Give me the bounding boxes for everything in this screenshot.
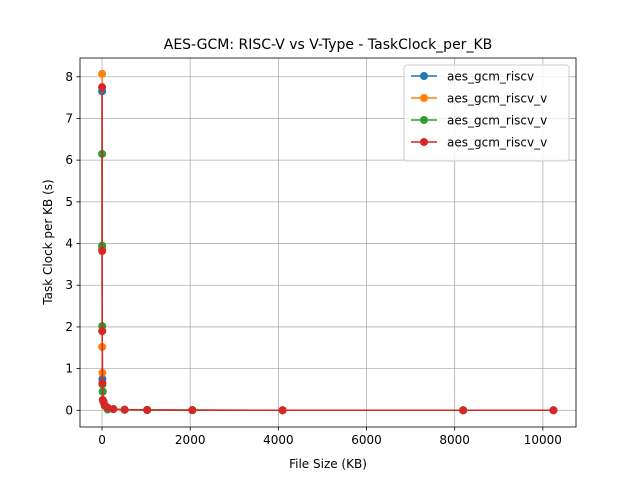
legend-marker [420, 138, 428, 146]
legend-item: aes_gcm_riscv_v [411, 136, 547, 150]
axis-ticks: 0 2000 4000 6000 8000 10000 0 1 2 3 4 5 6 7 8 [65, 70, 562, 447]
x-tick-label: 10000 [524, 433, 562, 447]
data-point [98, 327, 107, 336]
y-tick-label: 0 [65, 403, 73, 417]
legend-box [403, 64, 570, 162]
data-point [98, 379, 107, 388]
data-point [143, 405, 152, 414]
data-point [459, 406, 468, 415]
y-axis-label: Task Clock per KB (s) [41, 179, 55, 305]
x-tick-label: 2000 [175, 433, 206, 447]
series-layer [98, 69, 558, 415]
x-tick-label: 0 [98, 433, 106, 447]
data-point [98, 69, 107, 78]
legend-item: aes_gcm_riscv_v [411, 92, 547, 106]
y-tick-label: 8 [65, 70, 73, 84]
legend-item: aes_gcm_riscv_v [411, 114, 547, 128]
data-point [120, 405, 129, 414]
data-point [188, 406, 197, 415]
chart-title: AES-GCM: RISC-V vs V-Type - TaskClock_pe… [164, 37, 492, 53]
y-tick-label: 7 [65, 111, 73, 125]
x-tick-label: 4000 [263, 433, 294, 447]
legend-label: aes_gcm_riscv_v [447, 136, 547, 150]
legend-marker [420, 94, 428, 102]
y-tick-label: 3 [65, 278, 73, 292]
y-tick-label: 6 [65, 153, 73, 167]
x-tick-label: 6000 [351, 433, 382, 447]
data-point [109, 405, 118, 414]
legend: aes_gcm_riscv aes_gcm_riscv_v aes_gcm_risc… [403, 64, 570, 162]
y-tick-label: 4 [65, 237, 73, 251]
x-axis-label: File Size (KB) [289, 457, 367, 471]
legend-label: aes_gcm_riscv_v [447, 92, 547, 106]
y-tick-label: 2 [65, 320, 73, 334]
legend-label: aes_gcm_riscv_v [447, 114, 547, 128]
x-tick-label: 8000 [439, 433, 470, 447]
y-tick-label: 5 [65, 195, 73, 209]
grid [80, 58, 576, 427]
series-4 [98, 83, 558, 415]
plot-frame [79, 57, 577, 428]
data-point [278, 406, 287, 415]
legend-marker [420, 72, 428, 80]
data-point [98, 83, 107, 92]
data-point [549, 406, 558, 415]
legend-label: aes_gcm_riscv [447, 70, 534, 84]
y-tick-label: 1 [65, 362, 73, 376]
data-point [98, 247, 107, 256]
legend-item: aes_gcm_riscv [411, 70, 534, 84]
legend-marker [420, 116, 428, 124]
